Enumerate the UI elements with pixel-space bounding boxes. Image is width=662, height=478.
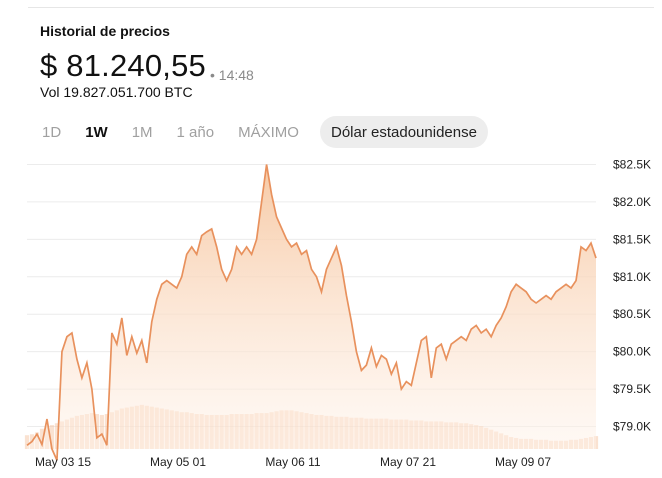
- tab-1y[interactable]: 1 año: [177, 124, 215, 141]
- tab-max-label: MÁXIMO: [238, 123, 299, 141]
- y-axis-tick-label: $80.0K: [613, 345, 651, 359]
- tab-1d-label: 1D: [42, 123, 62, 141]
- price-time: • 14:48: [210, 67, 254, 83]
- volume-value: Vol 19.827.051.700 BTC: [40, 84, 193, 100]
- tab-1m[interactable]: 1M: [132, 124, 153, 141]
- y-axis-tick-label: $81.5K: [613, 232, 651, 246]
- tab-max[interactable]: MÁXIMO: [238, 124, 299, 141]
- volume-bar: [39, 428, 45, 449]
- tab-1w[interactable]: 1W: [85, 124, 108, 141]
- x-axis-tick-label: May 06 11: [265, 455, 320, 469]
- volume-bar: [99, 414, 104, 449]
- price-line: [26, 164, 597, 461]
- x-axis-tick-label: May 09 07: [495, 455, 551, 469]
- y-axis-tick-label: $79.0K: [613, 420, 651, 434]
- volume-bar: [54, 423, 60, 449]
- tab-1m-label: 1M: [131, 123, 153, 141]
- volume-bar: [24, 435, 30, 449]
- x-axis-tick-label: May 03 15: [35, 455, 91, 469]
- tab-1w-label: 1W: [85, 123, 108, 141]
- price-area: [27, 164, 596, 461]
- x-axis-tick-label: May 05 01: [150, 455, 206, 469]
- x-axis-labels: May 03 15 May 05 01 May 06 11 May 07 21 May …: [35, 455, 551, 469]
- x-axis-tick-label: May 07 21: [380, 455, 436, 469]
- time-range-tabs: 1D 1W 1M 1 año MÁXIMO: [42, 116, 323, 148]
- y-axis-tick-label: $79.5K: [613, 382, 651, 396]
- y-axis-tick-label: $81.0K: [613, 270, 651, 284]
- volume-bar: [49, 425, 55, 449]
- y-axis-tick-label: $80.5K: [613, 307, 651, 321]
- y-axis-tick-label: $82.5K: [613, 157, 651, 171]
- currency-selector[interactable]: Dólar estadounidense: [320, 116, 488, 148]
- top-divider: [28, 7, 654, 8]
- y-axis-tick-label: $82.0K: [613, 195, 651, 209]
- tab-1d[interactable]: 1D: [42, 124, 61, 141]
- current-price: $ 81.240,55: [40, 48, 206, 83]
- price-history-title: Historial de precios: [40, 23, 170, 39]
- tab-1y-label: 1 año: [176, 123, 215, 141]
- y-axis-labels: $82.5K $82.0K $81.5K $81.0K $80.5K $80.0K $79.…: [613, 157, 651, 433]
- currency-label: Dólar estadounidense: [331, 123, 477, 141]
